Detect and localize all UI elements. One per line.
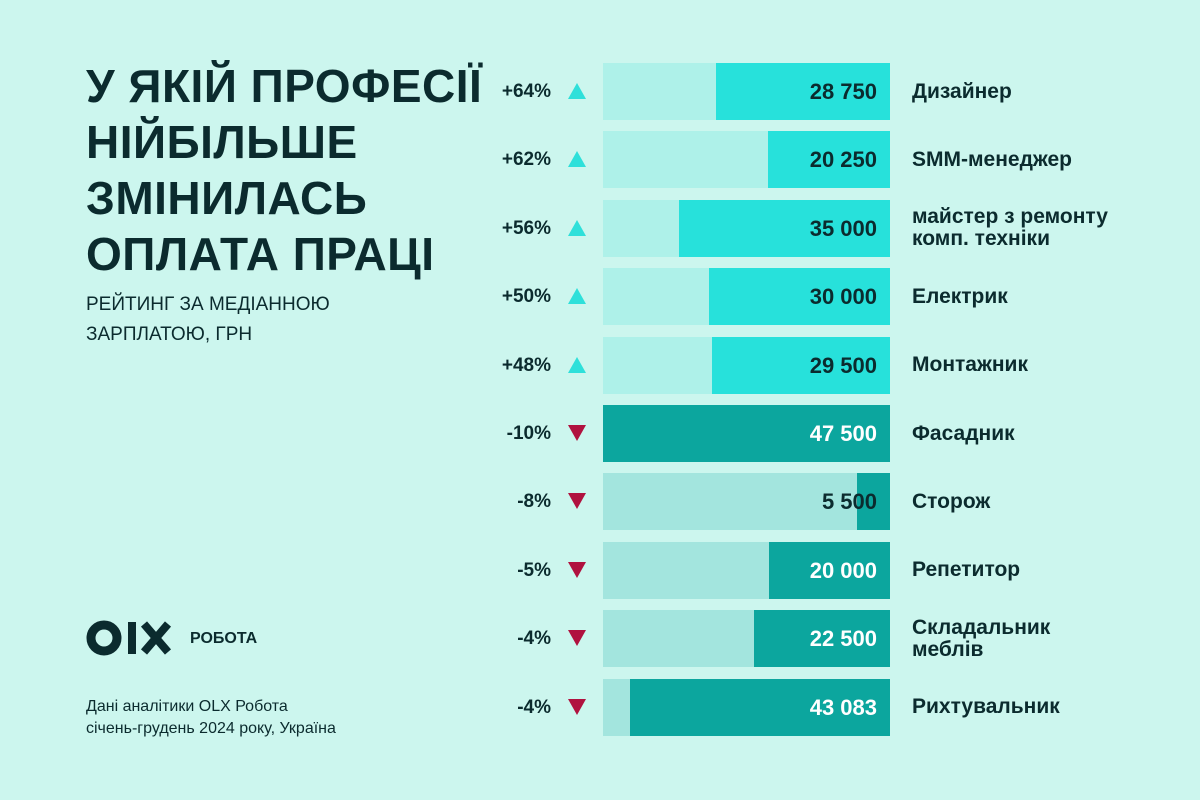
category-label: Монтажник xyxy=(912,353,1028,377)
change-arrow xyxy=(568,83,586,99)
value-label: 22 500 xyxy=(809,626,877,652)
category-label: Складальник меблів xyxy=(912,615,1051,661)
value-label: 43 083 xyxy=(809,694,877,720)
arrow xyxy=(568,561,586,578)
arrow xyxy=(568,698,586,715)
category-label: майстер з ремонту комп. техніки xyxy=(912,205,1108,251)
source: Дані аналітики OLX Робота січень-грудень… xyxy=(86,696,336,740)
bar xyxy=(716,63,890,120)
change-label: -10% xyxy=(506,423,551,444)
arrow xyxy=(568,630,586,647)
source-line: січень-грудень 2024 року, Україна xyxy=(86,720,336,737)
title-line: У ЯКІЙ ПРОФЕСІЇ xyxy=(86,60,483,112)
brand: РОБОТА xyxy=(190,630,258,647)
category-label: Дизайнер xyxy=(912,79,1012,103)
logo-x xyxy=(140,621,172,655)
category-label: SMM-менеджер xyxy=(912,147,1073,171)
value-label: 5 500 xyxy=(821,489,877,515)
arrow xyxy=(568,425,586,441)
title-line: ОПЛАТА ПРАЦІ xyxy=(86,228,435,280)
change-label: +56% xyxy=(501,217,551,239)
category-label: Рихтувальник xyxy=(912,695,1060,719)
change-label: +50% xyxy=(501,286,551,308)
change-label: -5% xyxy=(517,559,551,581)
change-arrow xyxy=(568,698,586,715)
change-label: -4% xyxy=(517,696,551,718)
bar xyxy=(603,405,890,462)
category-label: Сторож xyxy=(912,489,991,513)
title-line: НІЙБІЛЬШЕ xyxy=(86,116,358,168)
arrow xyxy=(568,83,586,99)
change-label: +48% xyxy=(501,354,551,376)
value-label: 47 500 xyxy=(809,421,877,446)
arrow xyxy=(568,219,586,236)
change-arrow xyxy=(568,425,586,441)
change-arrow xyxy=(568,356,586,373)
value-label: 29 500 xyxy=(809,352,877,378)
change-arrow xyxy=(568,630,586,647)
bar xyxy=(678,199,890,257)
change-label: +64% xyxy=(501,81,551,102)
logo xyxy=(86,620,172,656)
logo-o xyxy=(86,620,122,656)
category-label: Фасадник xyxy=(912,421,1015,445)
value-label: 28 750 xyxy=(809,79,877,104)
category-label: Репетитор xyxy=(912,558,1021,582)
change-arrow xyxy=(568,561,586,578)
change-label: -8% xyxy=(517,491,551,513)
value-label: 20 000 xyxy=(809,557,877,583)
subtitle-line: РЕЙТИНГ ЗА МЕДІАННОЮ xyxy=(86,294,330,315)
change-arrow xyxy=(568,493,586,510)
bar xyxy=(856,473,890,531)
change-label: -4% xyxy=(517,628,551,650)
arrow xyxy=(568,288,586,305)
bar xyxy=(629,678,890,736)
bar xyxy=(708,268,890,326)
subtitle-line: ЗАРПЛАТОЮ, ГРН xyxy=(86,324,253,345)
arrow xyxy=(568,493,586,510)
value-label: 30 000 xyxy=(809,284,877,310)
change-label: +62% xyxy=(501,149,551,171)
arrow xyxy=(568,356,586,373)
category-label: Електрик xyxy=(912,284,1008,308)
title-line: ЗМІНИЛАСЬ xyxy=(86,172,368,224)
arrow xyxy=(568,151,586,168)
bar xyxy=(754,610,890,668)
logo-l xyxy=(128,622,136,654)
value-label: 20 250 xyxy=(809,147,877,173)
bar-track xyxy=(603,473,890,531)
change-arrow xyxy=(568,288,586,305)
bar xyxy=(767,131,890,189)
source-line: Дані аналітики OLX Робота xyxy=(86,698,288,715)
subtitle: РЕЙТИНГ ЗА МЕДІАННОЮ ЗАРПЛАТОЮ, ГРН xyxy=(86,290,330,350)
value-label: 35 000 xyxy=(809,215,877,241)
title: У ЯКІЙ ПРОФЕСІЇ НІЙБІЛЬШЕ ЗМІНИЛАСЬ ОПЛА… xyxy=(86,58,482,282)
change-arrow xyxy=(568,219,586,236)
bar xyxy=(711,336,890,394)
bar xyxy=(769,541,890,599)
change-arrow xyxy=(568,151,586,168)
